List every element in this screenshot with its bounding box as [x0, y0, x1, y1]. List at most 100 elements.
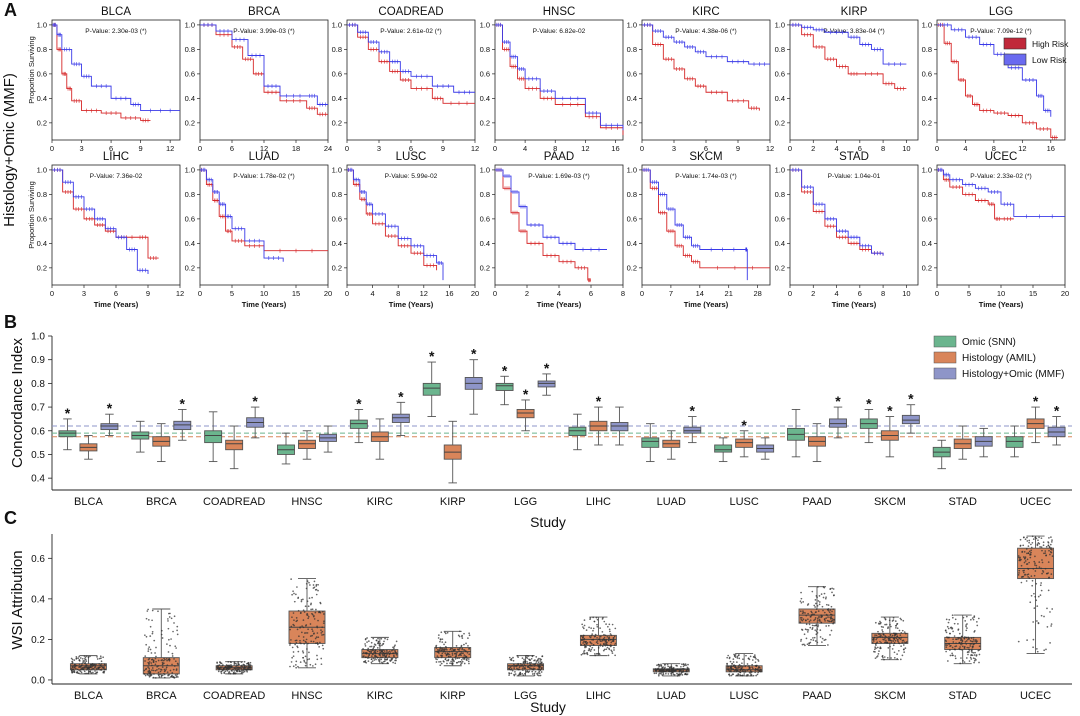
wsi-sample-dot — [363, 655, 365, 657]
wsi-sample-dot — [302, 639, 305, 642]
wsi-sample-dot — [154, 652, 156, 654]
wsi-sample-dot — [320, 663, 323, 666]
ci-iqr-box — [829, 418, 847, 428]
wsi-sample-dot — [876, 637, 878, 639]
km-ytick-label: 1.0 — [185, 20, 195, 29]
wsi-sample-dot — [1022, 544, 1025, 547]
wsi-sample-dot — [965, 629, 968, 632]
wsi-sample-dot — [607, 644, 609, 647]
wsi-sample-dot — [78, 665, 81, 668]
wsi-sample-dot — [606, 635, 609, 638]
wsi-sample-dot — [954, 657, 957, 660]
wsi-sample-dot — [806, 643, 809, 646]
wsi-sample-dot — [145, 643, 148, 646]
wsi-sample-dot — [294, 643, 297, 646]
wsi-sample-dot — [901, 629, 904, 632]
wsi-sample-dot — [291, 616, 293, 619]
wsi-sample-dot — [827, 608, 829, 611]
wsi-sample-dot — [83, 666, 86, 668]
wsi-sample-dot — [677, 668, 679, 671]
wsi-sample-dot — [307, 617, 310, 620]
wsi-sample-dot — [293, 619, 295, 622]
wsi-sample-dot — [614, 642, 617, 645]
wsi-sample-dot — [95, 667, 98, 670]
wsi-sample-dot — [727, 665, 729, 668]
wsi-sample-dot — [970, 658, 973, 660]
km-ytick-label: 1.0 — [775, 20, 785, 29]
wsi-sample-dot — [147, 671, 150, 674]
wsi-sample-dot — [609, 630, 611, 633]
wsi-sample-dot — [978, 649, 981, 651]
wsi-sample-dot — [612, 638, 615, 641]
wsi-sample-dot — [813, 624, 816, 627]
wsi-sample-dot — [366, 657, 369, 659]
wsi-sample-dot — [968, 660, 971, 662]
wsi-sample-dot — [302, 636, 305, 638]
wsi-sample-dot — [457, 648, 460, 651]
wsi-sample-dot — [1037, 539, 1039, 542]
km-xtick-label: 5 — [967, 289, 971, 298]
wsi-sample-dot — [726, 656, 729, 659]
wsi-sample-dot — [166, 659, 168, 662]
wsi-sample-dot — [974, 651, 976, 654]
wsi-sample-dot — [604, 639, 607, 642]
wsi-sample-dot — [817, 586, 819, 588]
wsi-sample-dot — [1018, 572, 1020, 574]
km-xlabel: Time (Years) — [684, 300, 729, 309]
wsi-sample-dot — [946, 636, 948, 638]
wsi-sample-dot — [385, 652, 387, 655]
wsi-sample-dot — [816, 632, 819, 634]
wsi-sample-dot — [81, 657, 84, 660]
km-pvalue-kirc: P-Value: 4.38e-06 (*) — [675, 28, 736, 35]
wsi-sample-dot — [73, 659, 76, 662]
km-xtick-label: 24 — [324, 144, 332, 153]
wsi-sample-dot — [304, 655, 307, 658]
wsi-sample-dot — [459, 663, 462, 666]
km-ytick-label: 0.6 — [922, 69, 932, 78]
ci-box-lihc-omic-snn- — [568, 413, 587, 451]
wsi-sample-dot — [147, 674, 149, 676]
wsi-sample-dot — [235, 662, 237, 665]
wsi-sample-dot — [899, 638, 902, 641]
wsi-sample-dot — [302, 651, 305, 654]
wsi-sample-dot — [969, 639, 972, 642]
wsi-sample-dot — [384, 637, 386, 640]
wsi-sample-dot — [448, 650, 451, 653]
ci-significance-star: * — [1033, 393, 1039, 409]
wsi-sample-dot — [314, 642, 317, 645]
wsi-sample-dot — [596, 642, 599, 645]
ci-box-kirp-histology-omic-mmf-: * — [464, 346, 483, 415]
wsi-sample-dot — [580, 653, 583, 656]
wsi-sample-dot — [304, 662, 307, 664]
wsi-sample-dot — [526, 662, 529, 665]
wsi-sample-dot — [171, 655, 174, 657]
wsi-sample-dot — [756, 673, 759, 676]
wsi-sample-dot — [952, 641, 955, 643]
wsi-sample-dot — [447, 658, 450, 661]
km-low-risk-curve — [200, 169, 284, 262]
wsi-sample-dot — [439, 640, 441, 643]
wsi-sample-dot — [897, 640, 899, 643]
wsi-sample-dot — [670, 665, 673, 668]
ci-ytick-label: 0.9 — [31, 355, 45, 366]
ci-iqr-box — [641, 437, 660, 448]
wsi-sample-dot — [963, 647, 966, 649]
wsi-sample-dot — [521, 667, 524, 670]
km-title-kirp: KIRP — [841, 6, 868, 18]
wsi-sample-dot — [961, 639, 964, 642]
wsi-sample-dot — [303, 632, 306, 634]
km-pvalue-lgg: P-Value: 7.09e-12 (*) — [970, 28, 1031, 35]
wsi-sample-dot — [884, 635, 887, 638]
wsi-sample-dot — [513, 665, 515, 668]
km-ytick-label: 0.6 — [775, 69, 785, 78]
wsi-sample-dot — [241, 669, 243, 672]
wsi-sample-dot — [822, 586, 825, 588]
wsi-sample-dot — [883, 641, 886, 644]
wsi-sample-dot — [512, 663, 515, 666]
ci-box-kirp-histology-amil- — [443, 420, 462, 484]
wsi-sample-dot — [825, 617, 828, 619]
panel-b-concordance: B Concordance Index Study 0.40.50.60.70.… — [4, 312, 1072, 530]
wsi-sample-dot — [657, 667, 660, 670]
wsi-sample-dot — [815, 595, 818, 597]
wsi-sample-dot — [307, 628, 309, 631]
